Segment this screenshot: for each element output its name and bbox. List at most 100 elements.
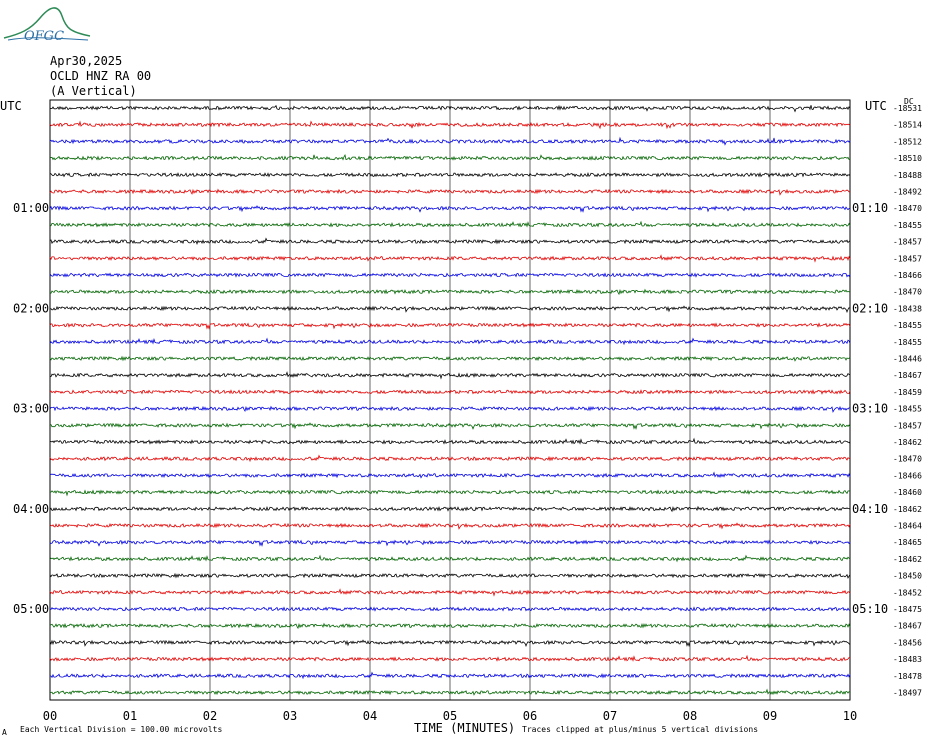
x-tick-label: 01 [123, 709, 137, 723]
trace-line [49, 422, 851, 430]
x-tick-labels: 00 01 02 03 04 05 06 07 08 09 10 [43, 709, 857, 723]
trace-offset-label: -18467 [893, 622, 922, 631]
x-tick-label: 08 [683, 709, 697, 723]
trace-offset-label: -18510 [893, 154, 922, 163]
x-tick-label: 05 [443, 709, 457, 723]
trace-offset-label: -18514 [893, 121, 922, 130]
trace-line [49, 505, 851, 513]
trace-line [49, 136, 851, 146]
right-time-labels: 01:10 02:10 03:10 04:10 05:10 [852, 201, 888, 616]
dc-tag: DC [904, 97, 914, 106]
trace-offset-label: -18457 [893, 238, 922, 247]
left-time-label: 04:00 [13, 502, 49, 516]
trace-line [49, 389, 851, 395]
left-time-label: 05:00 [13, 602, 49, 616]
trace-offset-label: -18450 [893, 572, 922, 581]
trace-line [49, 355, 851, 362]
trace-line [49, 371, 851, 380]
scale-note: Each Vertical Division = 100.00 microvol… [20, 725, 222, 734]
trace-offset-label: -18467 [893, 371, 922, 380]
trace-line [49, 654, 850, 662]
trace-offset-label: -18438 [893, 304, 922, 313]
trace-offset-label: -18456 [893, 638, 922, 647]
trace-line [49, 254, 851, 263]
right-time-label: 04:10 [852, 502, 888, 516]
trace-offset-label: -18460 [893, 488, 922, 497]
trace-line [49, 622, 851, 630]
x-tick-label: 10 [843, 709, 857, 723]
trace-line [49, 522, 851, 530]
x-tick-label: 06 [523, 709, 537, 723]
trace-offset-label: -18459 [893, 388, 922, 397]
trace-line [49, 172, 851, 178]
trace-line [49, 305, 851, 313]
trace-line [49, 572, 851, 579]
left-time-labels: 01:00 02:00 03:00 04:00 05:00 [13, 201, 49, 616]
trace-offset-label: -18488 [893, 171, 922, 180]
logo-text: OFGC [24, 29, 64, 44]
trace-line [49, 272, 851, 278]
right-time-label: 05:10 [852, 602, 888, 616]
utc-left-label: UTC [0, 99, 22, 113]
trace-line [49, 471, 851, 479]
trace-offset-label: -18464 [893, 522, 922, 531]
trace-line [49, 322, 851, 330]
trace-line [49, 205, 851, 213]
trace-line [49, 437, 851, 445]
header-station: OCLD HNZ RA 00 [50, 69, 151, 83]
trace-line [49, 454, 851, 463]
trace-offset-label: -18470 [893, 455, 922, 464]
x-tick-label: 04 [363, 709, 377, 723]
trace-line [49, 688, 851, 696]
utc-right-label: UTC [865, 99, 887, 113]
trace-offset-label: -18457 [893, 254, 922, 263]
x-tick-label: 03 [283, 709, 297, 723]
right-time-label: 02:10 [852, 301, 888, 315]
trace-offset-label: -18470 [893, 204, 922, 213]
trace-offset-label: -18457 [893, 421, 922, 430]
trace-line [49, 188, 851, 196]
trace-line [49, 237, 851, 246]
trace-offset-label: -18455 [893, 321, 922, 330]
trace-line [49, 104, 851, 113]
trace-line [49, 554, 851, 563]
right-time-label: 01:10 [852, 201, 888, 215]
header-component: (A Vertical) [50, 84, 137, 98]
trace-offset-label: -18531 [893, 104, 922, 113]
left-time-label: 03:00 [13, 402, 49, 416]
trace-line [49, 337, 851, 346]
x-tick-label: 02 [203, 709, 217, 723]
trace-offset-label: -18455 [893, 338, 922, 347]
trace-line [50, 671, 851, 680]
trace-offset-label: -18455 [893, 405, 922, 414]
trace-line [49, 539, 851, 547]
trace-offset-label: -18475 [893, 605, 922, 614]
trace-offset-labels: -18531 -18514 -18512 -18510 -18488 -18492 -184… [893, 104, 922, 698]
trace-offset-label: -18446 [893, 355, 922, 364]
trace-offset-label: -18455 [893, 221, 922, 230]
trace-line [49, 606, 851, 612]
x-tick-label: 00 [43, 709, 57, 723]
trace-line [49, 405, 851, 413]
trace-line [49, 220, 851, 228]
trace-offset-label: -18465 [893, 538, 922, 547]
trace-offset-label: -18462 [893, 555, 922, 564]
trace-line [49, 639, 851, 648]
trace-line [49, 120, 851, 130]
vertical-gridlines [129, 100, 771, 700]
left-time-label: 01:00 [13, 201, 49, 215]
trace-offset-label: -18452 [893, 588, 922, 597]
left-time-label: 02:00 [13, 301, 49, 315]
right-time-label: 03:10 [852, 402, 888, 416]
trace-offset-label: -18492 [893, 188, 922, 197]
corner-mark: A [2, 728, 7, 737]
trace-offset-label: -18462 [893, 438, 922, 447]
trace-line [49, 489, 851, 497]
header-date: Apr30,2025 [50, 54, 122, 68]
trace-offset-label: -18512 [893, 137, 922, 146]
clip-note: Traces clipped at plus/minus 5 vertical … [522, 725, 758, 734]
trace-offset-label: -18497 [893, 689, 922, 698]
trace-line [49, 588, 851, 597]
x-tick-label: 09 [763, 709, 777, 723]
trace-offset-label: -18470 [893, 288, 922, 297]
